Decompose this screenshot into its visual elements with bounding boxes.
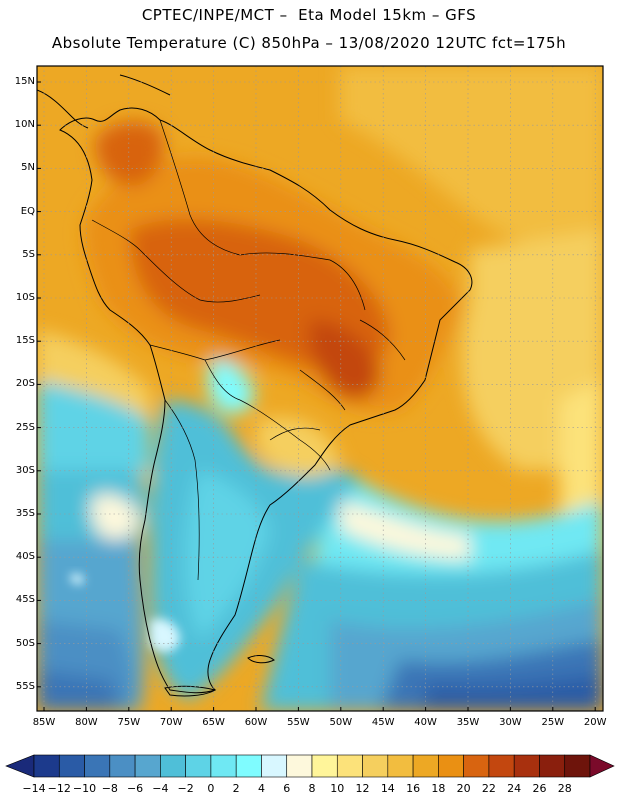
colorbar-label: 6 (283, 782, 291, 795)
colorbar-label: 20 (456, 782, 471, 795)
colorbar-swatch (336, 754, 363, 778)
colorbar-label: 0 (207, 782, 215, 795)
colorbar-swatch (286, 754, 313, 778)
colorbar-label: −2 (177, 782, 194, 795)
lon-label: 65W (202, 717, 225, 728)
temperature-field (37, 66, 603, 711)
colorbar-label: 8 (308, 782, 316, 795)
colorbar-label: −12 (47, 782, 71, 795)
lon-label: 75W (117, 717, 141, 728)
colorbar-swatch (261, 754, 288, 778)
lat-label: 10S (15, 292, 35, 303)
colorbar (5, 754, 615, 778)
colorbar-swatch (362, 754, 389, 778)
colorbar-low-arrow (5, 754, 35, 778)
chart-title-line1: CPTEC/INPE/MCT – Eta Model 15km – GFS (141, 6, 477, 24)
coastline (37, 74, 473, 697)
chart-title-line2: Absolute Temperature (C) 850hPa – 13/08/… (51, 34, 567, 52)
colorbar-label: 18 (431, 782, 446, 795)
lat-label: 10N (14, 119, 35, 131)
colorbar-swatch (387, 754, 414, 778)
lat-label: 40S (15, 551, 35, 563)
lon-label: 35W (456, 717, 480, 728)
colorbar-label: 2 (232, 782, 240, 795)
lat-label: EQ (20, 205, 35, 217)
colorbar-swatch (84, 754, 111, 778)
lon-label: 20W (583, 717, 607, 728)
lon-label: 30W (499, 717, 522, 728)
axis-ticks (37, 81, 596, 711)
colorbar-swatch (210, 754, 237, 778)
colorbar-swatch (185, 754, 212, 778)
colorbar-label: −8 (101, 782, 118, 795)
colorbar-swatch (109, 754, 136, 778)
colorbar-swatch (33, 754, 60, 778)
colorbar-label: −14 (22, 782, 46, 795)
colorbar-swatch (539, 754, 566, 778)
colorbar-swatch (311, 754, 338, 778)
lat-label: 15S (15, 335, 35, 347)
lat-label: 35S (15, 508, 35, 519)
colorbar-label: 28 (557, 782, 572, 795)
colorbar-label: 10 (330, 782, 345, 795)
colorbar-label: 26 (532, 782, 547, 795)
lon-label: 80W (75, 717, 98, 728)
colorbar-swatch (58, 754, 85, 778)
lon-label: 55W (287, 717, 310, 728)
lon-label: 25W (541, 717, 565, 728)
colorbar-label: 12 (355, 782, 370, 795)
lon-label: 70W (159, 717, 183, 728)
colorbar-swatch (235, 754, 262, 778)
colorbar-swatch (488, 754, 515, 778)
colorbar-swatch (134, 754, 161, 778)
colorbar-label: 16 (406, 782, 421, 795)
lon-label: 40W (414, 717, 437, 728)
colorbar-label: −10 (72, 782, 97, 795)
lon-label: 45W (371, 717, 395, 728)
colorbar-label: −6 (126, 782, 144, 795)
lat-label: 55S (15, 680, 35, 692)
colorbar-swatch (412, 754, 439, 778)
lat-label: 5S (22, 248, 35, 260)
colorbar-swatch (513, 754, 540, 778)
lat-label: 15N (14, 76, 35, 87)
colorbar-high-arrow (589, 754, 615, 778)
lon-label: 60W (244, 717, 268, 728)
colorbar-swatch (564, 754, 591, 778)
colorbar-label: 4 (257, 782, 265, 795)
colorbar-label: −4 (152, 782, 169, 795)
colorbar-swatch (463, 754, 490, 778)
lat-label: 30S (15, 464, 35, 476)
lat-label: 50S (15, 637, 35, 649)
lat-label: 5N (21, 162, 35, 174)
country-borders (91, 119, 406, 581)
map-frame (36, 65, 604, 712)
lat-label: 45S (15, 594, 35, 606)
lat-label: 25S (15, 421, 35, 433)
lat-label: 20S (15, 378, 35, 390)
colorbar-label: 24 (507, 782, 522, 795)
colorbar-label: 14 (380, 782, 395, 795)
lon-label: 85W (32, 717, 56, 728)
lon-label: 50W (329, 717, 353, 728)
colorbar-swatch (438, 754, 464, 778)
colorbar-swatch (160, 754, 186, 778)
colorbar-label: 22 (481, 782, 496, 795)
